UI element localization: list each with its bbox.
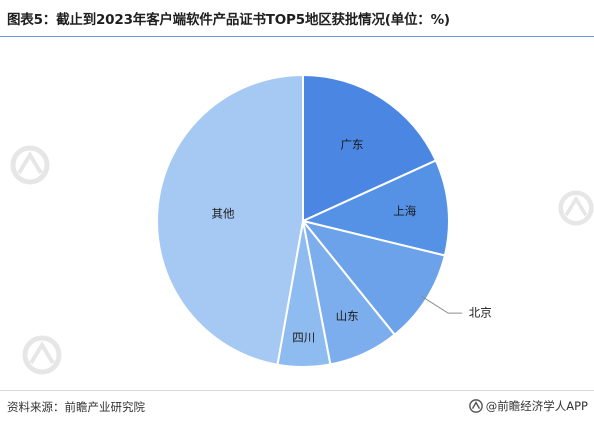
pie-slice — [156, 73, 304, 366]
watermark-icon — [10, 145, 50, 185]
pie-slices — [156, 73, 450, 368]
slice-label: 上海 — [393, 204, 416, 218]
slice-label: 山东 — [336, 309, 359, 323]
slice-label: 广东 — [340, 137, 363, 151]
slice-label: 其他 — [212, 206, 235, 220]
chart-title: 图表5：截止到2023年客户端软件产品证书TOP5地区获批情况(单位：%) — [7, 12, 450, 28]
watermark-icon — [22, 335, 62, 375]
watermark-icon — [558, 190, 594, 226]
brand-text: @前瞻经济学人APP — [485, 399, 588, 413]
footer-divider — [0, 390, 594, 391]
brand-credit: @前瞻经济学人APP — [468, 398, 588, 414]
label-leader-line — [420, 295, 463, 314]
source-note: 资料来源：前瞻产业研究院 — [7, 400, 145, 414]
pie-slice — [299, 159, 450, 257]
slice-label: 北京 — [469, 306, 492, 320]
slice-label: 四川 — [292, 330, 315, 344]
qianzhan-logo-icon — [468, 399, 483, 413]
pie-slice — [302, 73, 438, 223]
title-divider — [0, 36, 594, 37]
